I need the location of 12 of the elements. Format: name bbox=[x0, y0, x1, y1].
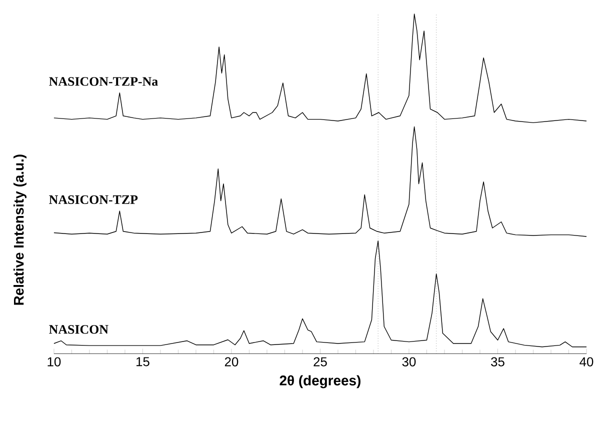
x-tick-label: 30 bbox=[402, 357, 416, 367]
x-tick-label: 25 bbox=[314, 357, 327, 367]
series-label: NASICON bbox=[49, 325, 108, 334]
y-axis-title: Relative Intensity (a.u.) bbox=[13, 154, 26, 305]
series-label: NASICON-TZP bbox=[49, 196, 138, 204]
x-tick-label: 20 bbox=[224, 357, 238, 367]
x-axis-title: 2θ (degrees) bbox=[280, 375, 360, 388]
series-label: NASICON-TZP-Na bbox=[49, 77, 158, 86]
x-tick-label: 10 bbox=[48, 357, 61, 367]
x-tick-label: 15 bbox=[136, 357, 150, 366]
x-tick-label: 35 bbox=[491, 357, 504, 367]
x-tick-label: 40 bbox=[580, 357, 594, 367]
